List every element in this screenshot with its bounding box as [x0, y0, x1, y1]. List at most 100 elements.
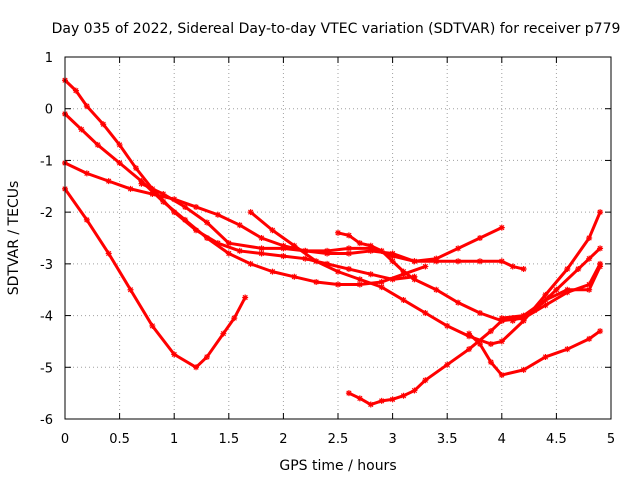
data-point	[335, 229, 341, 236]
data-point	[356, 281, 363, 288]
data-point	[214, 211, 221, 218]
data-point	[149, 191, 156, 198]
y-tick-label: -6	[40, 413, 53, 428]
data-point	[586, 235, 593, 241]
data-point	[597, 209, 604, 216]
data-point	[411, 258, 418, 265]
data-point	[236, 222, 243, 229]
data-point	[422, 377, 429, 384]
y-axis-label: SDTVAR / TECUs	[6, 181, 22, 296]
series-sat-e	[138, 180, 527, 273]
data-point	[127, 185, 134, 192]
x-axis-ticks: 0 0.5 1 1.5 2 2.5 3 3.5 4 4.5 5	[61, 57, 615, 447]
data-point	[531, 307, 538, 314]
data-point	[225, 240, 232, 247]
y-tick-label: -1	[40, 154, 53, 169]
data-point	[444, 322, 451, 329]
data-point	[476, 258, 483, 265]
x-tick-label: 1.5	[218, 432, 239, 447]
series-line	[500, 264, 602, 320]
data-point	[378, 247, 385, 254]
data-point	[597, 245, 604, 252]
data-point	[345, 390, 352, 397]
data-point	[597, 328, 604, 335]
data-point	[389, 258, 396, 265]
series-sat-k	[509, 245, 604, 324]
data-point	[564, 286, 571, 293]
data-point	[422, 309, 429, 316]
data-point	[476, 341, 483, 348]
data-point	[455, 245, 462, 252]
x-tick-label: 2.5	[328, 432, 349, 447]
chart-title: Day 035 of 2022, Sidereal Day-to-day VTE…	[52, 21, 621, 37]
x-tick-label: 0.5	[109, 432, 130, 447]
data-point	[542, 302, 549, 309]
series-sat-d	[62, 185, 249, 371]
data-point	[411, 276, 418, 283]
data-point	[83, 170, 90, 177]
data-point	[72, 87, 79, 94]
data-point	[509, 317, 516, 324]
data-point	[564, 266, 571, 273]
data-point	[400, 392, 407, 399]
data-point	[455, 258, 462, 265]
data-point	[345, 245, 352, 252]
data-point	[564, 346, 571, 353]
data-point	[389, 396, 396, 403]
data-point	[231, 315, 238, 322]
data-point	[324, 250, 331, 257]
data-point	[258, 250, 265, 257]
data-point	[542, 353, 549, 360]
data-point	[220, 330, 227, 337]
series-line	[139, 182, 526, 271]
data-point	[258, 245, 265, 252]
data-point	[356, 395, 363, 402]
data-point	[324, 260, 331, 267]
x-tick-label: 3	[388, 432, 396, 447]
data-point	[466, 346, 473, 353]
data-point	[105, 250, 112, 257]
series-sat-i	[466, 328, 604, 379]
data-point	[520, 366, 527, 373]
y-axis-ticks: 1 0 -1 -2 -3 -4 -5 -6	[40, 51, 611, 428]
data-point	[269, 268, 276, 275]
data-point	[356, 240, 363, 247]
data-point	[313, 278, 320, 285]
data-point	[280, 253, 287, 260]
data-point	[182, 203, 189, 210]
data-point	[345, 250, 352, 257]
data-point	[575, 266, 582, 273]
series-line	[467, 329, 602, 377]
series-line	[249, 210, 602, 346]
y-tick-label: -4	[40, 310, 53, 325]
data-point	[132, 165, 139, 172]
data-point	[258, 235, 265, 241]
series-line	[63, 112, 427, 287]
data-point	[520, 266, 527, 273]
data-point	[203, 353, 210, 360]
data-point	[127, 286, 134, 293]
data-point	[214, 240, 221, 247]
data-point	[378, 284, 385, 291]
data-point	[356, 276, 363, 283]
grid	[65, 57, 611, 419]
data-point	[378, 278, 385, 285]
data-point	[269, 227, 276, 234]
data-point	[476, 309, 483, 316]
data-point	[78, 126, 85, 133]
data-point	[193, 203, 200, 210]
data-point	[586, 281, 593, 288]
data-point	[247, 260, 254, 267]
y-tick-label: -2	[40, 206, 53, 221]
data-point	[378, 397, 385, 404]
series-sat-j	[498, 263, 604, 322]
data-point	[182, 216, 189, 223]
data-point	[455, 299, 462, 306]
data-point	[116, 160, 123, 167]
data-point	[509, 263, 516, 270]
data-point	[149, 322, 156, 329]
data-point	[586, 335, 593, 342]
data-point	[400, 297, 407, 304]
data-point	[203, 235, 210, 241]
